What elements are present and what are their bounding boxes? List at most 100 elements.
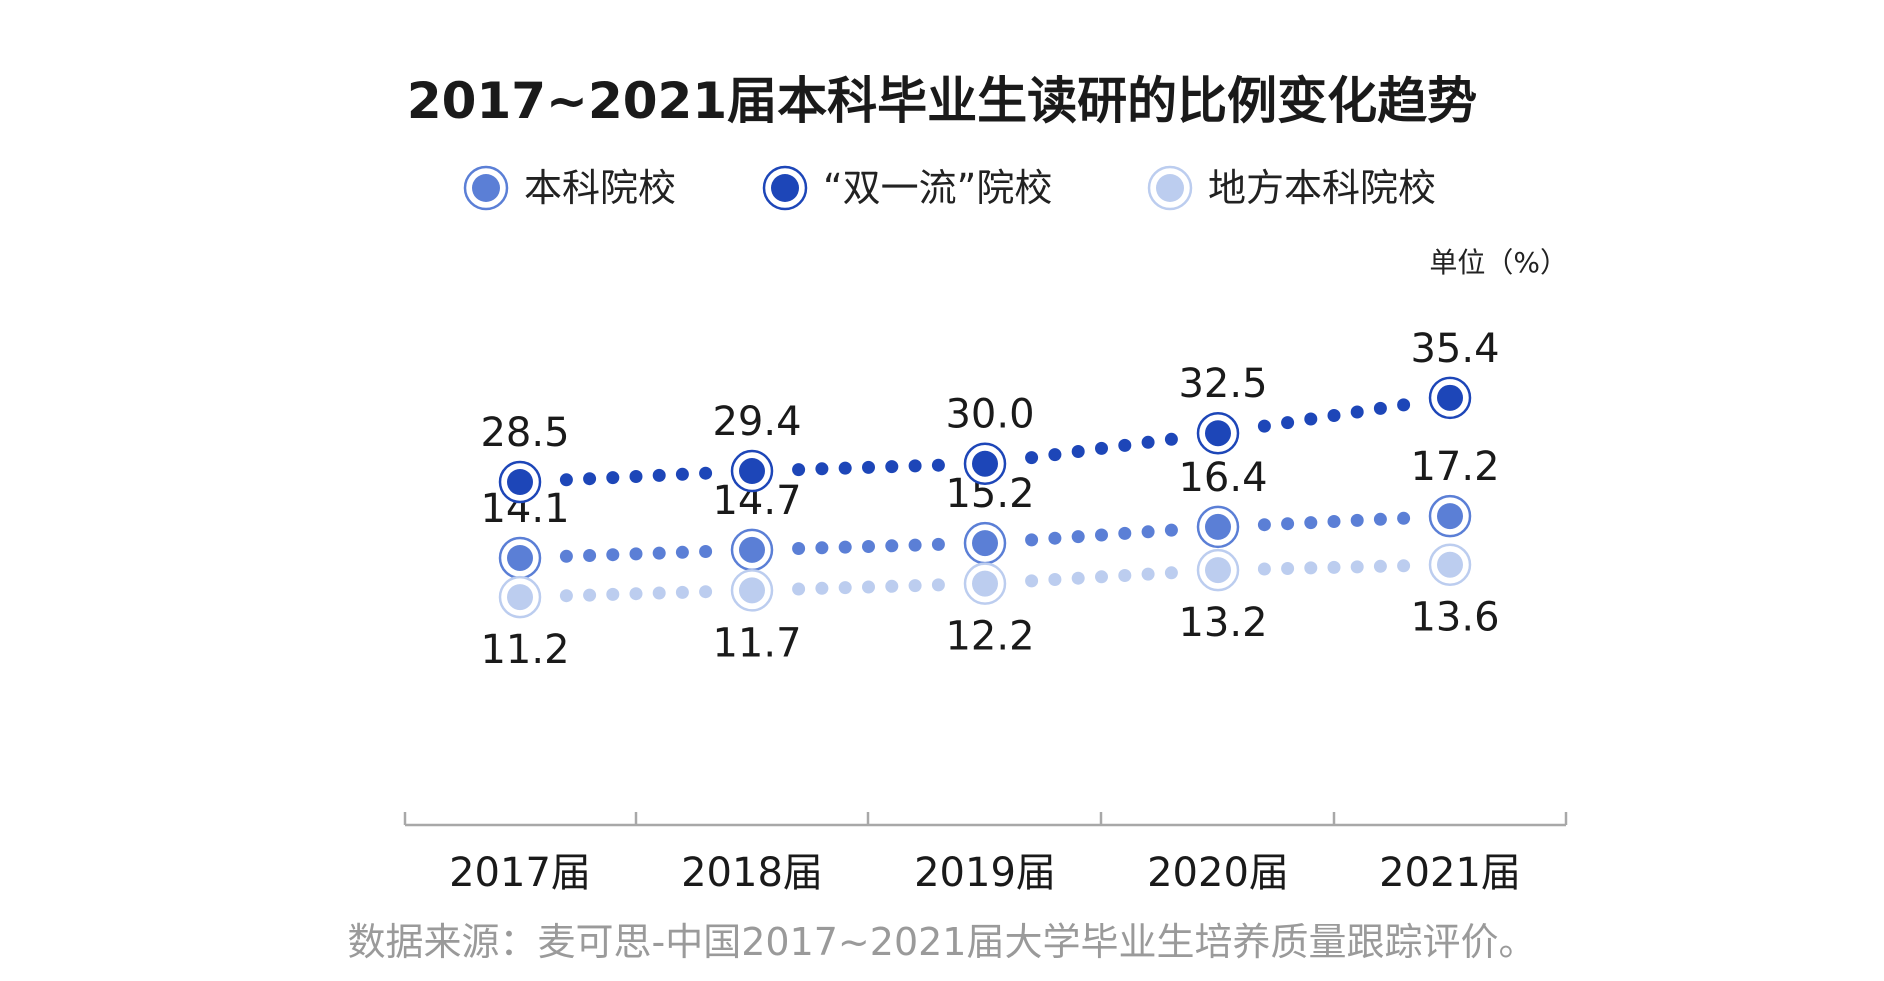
series-line-dot	[583, 549, 597, 562]
series-line-dot	[1373, 401, 1387, 415]
series-line-dot	[1025, 451, 1039, 465]
data-label: 32.5	[1178, 361, 1267, 407]
data-point	[1437, 551, 1463, 578]
data-point	[507, 544, 533, 571]
source-note: 数据来源：麦可思-中国2017~2021届大学毕业生培养质量跟踪评价。	[348, 920, 1537, 964]
series-line-dot	[629, 587, 643, 601]
series-line-dot	[792, 542, 806, 555]
data-label: 35.4	[1410, 326, 1499, 372]
series-line-dot	[1281, 562, 1295, 575]
series-line-dot	[908, 579, 922, 593]
series-layer: 14.1 14.7 15.2 16.4 17.228.5 29.4 30.032.535.4…	[480, 326, 1499, 673]
series-line-dot	[1071, 571, 1085, 585]
series-line-dot	[1095, 528, 1108, 542]
series-line-dot	[652, 468, 666, 482]
series-line-dot	[838, 540, 852, 554]
x-tick-label: 2020届	[1147, 850, 1289, 896]
series-line-dot	[1350, 405, 1364, 419]
legend-marker-2	[771, 174, 799, 202]
series-line-dot	[1118, 526, 1132, 540]
series-line-dot	[606, 587, 620, 601]
data-point	[1205, 557, 1231, 584]
series-line-dot	[792, 463, 806, 477]
legend-marker-1	[472, 174, 500, 202]
data-label: 13.6	[1410, 595, 1499, 641]
data-point	[972, 570, 998, 597]
x-tick-label: 2017届	[449, 850, 591, 896]
series-line-dot	[862, 580, 875, 594]
series-line-dot	[815, 541, 829, 555]
legend-marker-3	[1156, 174, 1184, 202]
data-point	[1205, 513, 1231, 540]
series-line-dot	[583, 472, 597, 486]
series-line-dot	[699, 585, 713, 599]
x-tick-label: 2021届	[1379, 850, 1521, 896]
series-line-dot	[699, 545, 713, 558]
series-line-dot	[559, 589, 573, 603]
series-line-dot	[629, 470, 643, 483]
series-line-dot	[1048, 448, 1062, 462]
series-line-dot	[908, 538, 922, 552]
series-line-dot	[1327, 560, 1341, 574]
series-line-dot	[1397, 559, 1411, 573]
legend: 本科院校 “双一流”院校 地方本科院校	[463, 165, 1436, 211]
series-line-dot	[885, 579, 899, 593]
unit-label: 单位（%）	[1429, 246, 1568, 279]
series-line-dot	[606, 548, 620, 562]
series-line-dot	[652, 546, 666, 560]
series-line-dot	[862, 460, 875, 474]
series-line-dot	[1025, 574, 1039, 588]
data-point	[1437, 384, 1463, 411]
series-line-dot	[1327, 515, 1341, 528]
data-label: 11.2	[480, 627, 569, 673]
series-line-dot	[1350, 560, 1364, 574]
legend-label-3: 地方本科院校	[1208, 166, 1436, 210]
series-line-dot	[838, 581, 852, 595]
series-line-dot	[1141, 435, 1155, 449]
data-point	[507, 469, 533, 495]
series-line-dot	[931, 537, 945, 551]
series-line-dot	[1164, 432, 1178, 446]
data-label: 30.0	[945, 392, 1034, 438]
series-line-dot	[1048, 531, 1062, 545]
series-line-dot	[559, 473, 573, 487]
series-line-dot	[1397, 511, 1411, 525]
data-point	[507, 584, 533, 611]
series-line-dot	[792, 582, 806, 596]
series-line-dot	[1397, 398, 1411, 412]
series-line-dot	[1048, 573, 1062, 586]
series-line-dot	[1257, 419, 1271, 433]
data-label: 17.2	[1410, 444, 1499, 490]
data-point	[739, 458, 765, 485]
data-label: 13.2	[1178, 600, 1267, 646]
series-line-dot	[862, 540, 875, 553]
series-line-dot	[1141, 567, 1155, 581]
x-tick-label: 2019届	[914, 850, 1056, 896]
series-line-dot	[1304, 561, 1318, 575]
data-point	[739, 577, 765, 604]
series-line-dot	[1350, 513, 1364, 527]
data-point	[739, 536, 765, 563]
chart-title: 2017~2021届本科毕业生读研的比例变化趋势	[407, 72, 1477, 130]
series-line-dot	[1304, 516, 1318, 530]
series-line-dot	[1281, 416, 1295, 430]
data-label: 16.4	[1178, 455, 1267, 501]
series-double-first-class: 28.5 29.4 30.0 32.5 35.4	[480, 326, 1500, 504]
series-line-dot	[675, 467, 689, 481]
series-line-dot	[675, 545, 689, 559]
data-point	[1437, 503, 1463, 530]
data-point	[972, 530, 998, 557]
series-line-dot	[606, 471, 620, 485]
series-line-dot	[1257, 518, 1271, 532]
series-line-dot	[699, 466, 713, 480]
series-line-dot	[675, 585, 689, 599]
data-label: 28.5	[480, 410, 569, 456]
data-point	[1205, 420, 1231, 447]
series-line-dot	[1304, 412, 1318, 426]
series-local-undergrad: 11.2 11.7 12.2 13.2 13.6	[480, 543, 1500, 673]
legend-label-1: 本科院校	[524, 166, 676, 210]
series-line-dot	[1281, 517, 1295, 531]
series-line-dot	[1164, 523, 1178, 537]
series-line-dot	[908, 459, 922, 473]
